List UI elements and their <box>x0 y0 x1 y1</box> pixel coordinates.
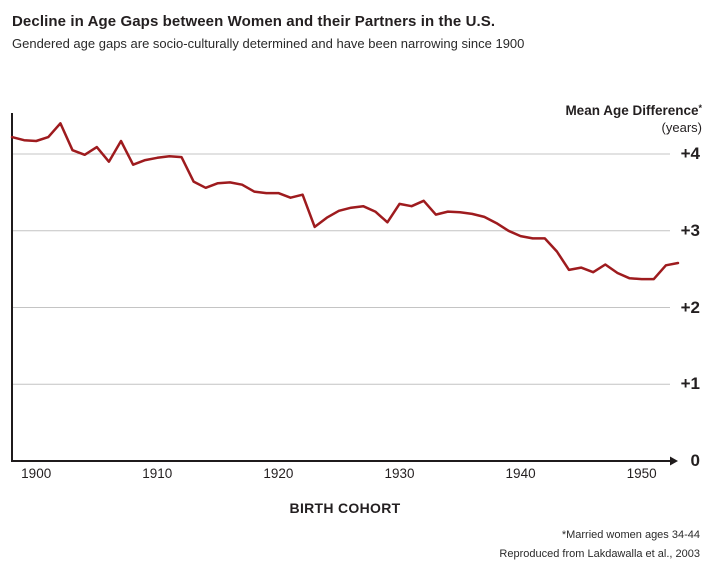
footnote-source: Reproduced from Lakdawalla et al., 2003 <box>499 548 700 560</box>
y-tick-label: +2 <box>680 297 700 317</box>
y-tick-label: +3 <box>680 220 700 240</box>
x-tick-label: 1940 <box>505 466 536 481</box>
x-tick-label: 1910 <box>142 466 173 481</box>
x-axis-arrow-icon <box>670 456 678 466</box>
x-tick-label: 1950 <box>626 466 657 481</box>
footnote-married-women: *Married women ages 34-44 <box>561 529 700 541</box>
x-tick-label: 1930 <box>384 466 415 481</box>
x-tick-label: 1920 <box>263 466 294 481</box>
y-tick-label: +4 <box>680 144 700 163</box>
y-axis-title-asterisk: * <box>698 103 702 113</box>
y-axis-title-text: Mean Age Difference <box>565 103 699 118</box>
chart-subtitle: Gendered age gaps are socio-culturally d… <box>12 36 525 51</box>
x-tick-label: 1900 <box>21 466 52 481</box>
y-tick-label: +1 <box>680 374 700 394</box>
x-axis-title: BIRTH COHORT <box>289 500 401 516</box>
y-tick-label: 0 <box>690 451 700 470</box>
y-axis-units: (years) <box>661 120 702 135</box>
chart-title: Decline in Age Gaps between Women and th… <box>12 13 496 30</box>
y-axis-title: Mean Age Difference* (years) <box>565 100 702 136</box>
data-line <box>10 122 680 281</box>
